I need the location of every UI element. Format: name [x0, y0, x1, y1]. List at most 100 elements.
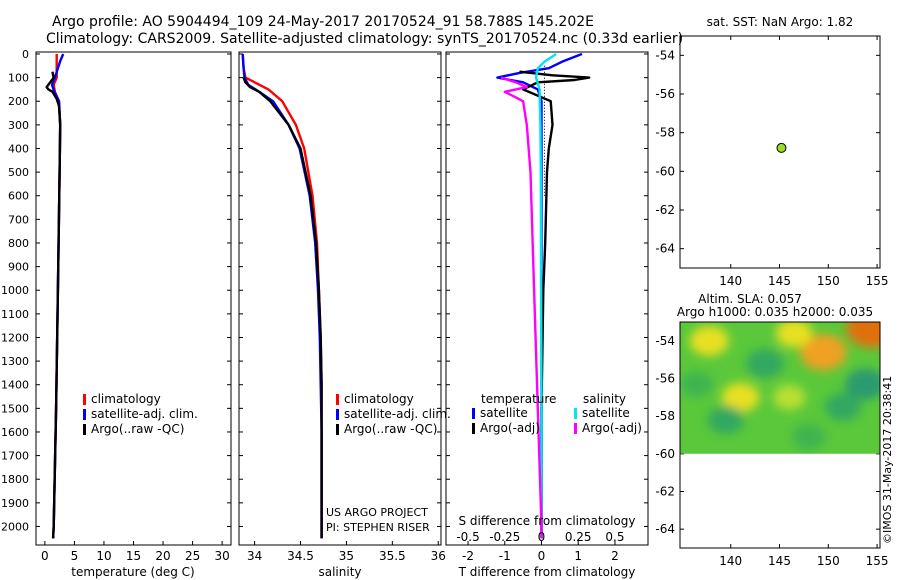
sla-field [680, 322, 880, 454]
sla-blob [707, 405, 745, 434]
legend-label: Argo(..raw -QC) [91, 422, 184, 436]
depth-tick-label: 1200 [1, 331, 29, 344]
sla-blob [800, 334, 847, 371]
top-x-tick-label: -0.5 [456, 530, 479, 544]
header-title-line2: Climatology: CARS2009. Satellite-adjuste… [46, 31, 683, 47]
x-tick-label: -1 [499, 549, 511, 563]
map-x-tick-label: 140 [719, 554, 742, 568]
difference-xlabel-top: S difference from climatology [459, 514, 636, 528]
x-tick-label: 35.5 [379, 549, 406, 563]
depth-tick-label: 600 [8, 190, 29, 203]
legend-swatch [336, 409, 339, 420]
depth-tick-label: 900 [8, 261, 29, 274]
x-tick-label: 34.5 [287, 549, 314, 563]
depth-tick-label: 700 [8, 213, 29, 226]
x-tick-label: -2 [462, 549, 474, 563]
temperature-xlabel: temperature (deg C) [71, 565, 194, 579]
x-tick-label: 5 [71, 549, 79, 563]
map-y-tick-label: -58 [655, 126, 675, 140]
imos-timestamp: ©IMOS 31-May-2017 20:38:41 [881, 376, 894, 544]
x-tick-label: 35 [339, 549, 354, 563]
series-line-2 [241, 53, 323, 539]
map-y-tick-label: -60 [655, 447, 675, 461]
sla-blob [680, 371, 714, 398]
map-y-tick-label: -54 [655, 334, 675, 348]
header-title-line1: Argo profile: AO 5904494_109 24-May-2017… [52, 14, 594, 30]
legend-label: Argo(..raw -QC) [344, 422, 437, 436]
map-y-tick-label: -64 [655, 522, 675, 536]
legend-label: Argo(-adj) [582, 421, 642, 435]
x-tick-label: 30 [214, 549, 229, 563]
sla-blob [845, 368, 880, 400]
sla-heatmap: 140 145 150 155 -54 -56 -58 -60 -62 -64 [655, 321, 889, 568]
depth-tick-label: 0 [22, 48, 29, 61]
argo-float-marker [776, 142, 787, 153]
map-y-tick-label: -54 [655, 48, 675, 62]
depth-tick-label: 1800 [1, 473, 29, 486]
depth-axis: 0 100 200 300 400 500 600 700 800 900 1000 1100 1200… [1, 48, 29, 533]
legend-swatch [336, 394, 339, 405]
legend-swatch [472, 408, 475, 419]
difference-axes-frame [445, 51, 649, 546]
legend-label: climatology [344, 392, 414, 406]
pi-credit: PI: STEPHEN RISER [326, 521, 430, 534]
legend-swatch [574, 408, 577, 419]
sst-location-map: 140 145 150 155 -54 -56 -58 -60 -62 -64 [655, 36, 889, 288]
series-line-2 [519, 70, 591, 539]
difference-plot: -2 -1 0 1 2 -0.5 -0.25 0 0.25 0.5 temperature salin… [446, 52, 648, 563]
depth-tick-label: 300 [8, 119, 29, 132]
map-x-tick-label: 150 [817, 554, 840, 568]
top-x-tick-label: -0.25 [489, 530, 520, 544]
x-tick-label: 25 [185, 549, 200, 563]
x-tick-label: 34 [247, 549, 262, 563]
sla-frame-overlay [679, 321, 881, 549]
depth-tick-label: 1900 [1, 497, 29, 510]
difference-xlabel: T difference from climatology [458, 565, 636, 579]
map-y-tick-label: -64 [655, 242, 675, 256]
map-x-tick-label: 155 [866, 274, 889, 288]
legend-swatch [83, 394, 86, 405]
x-tick-label: 2 [611, 549, 619, 563]
map-x-tick-label: 140 [719, 274, 742, 288]
x-tick-label: 1 [574, 549, 582, 563]
legend-swatch [574, 423, 577, 434]
sla-blobs [680, 322, 880, 450]
map-y-tick-label: -60 [655, 164, 675, 178]
map-y-tick-label: -62 [655, 203, 675, 217]
sla-blob [791, 423, 826, 450]
map-y-tick-label: -58 [655, 409, 675, 423]
salinity-xlabel: salinity [318, 565, 361, 579]
sla-blob [775, 322, 813, 348]
x-tick-label: 20 [155, 549, 170, 563]
sst-map-title: sat. SST: NaN Argo: 1.82 [707, 15, 854, 29]
legend-group-label: temperature [481, 392, 556, 406]
top-x-tick-label: 0 [538, 530, 546, 544]
depth-tick-label: 1700 [1, 450, 29, 463]
map-x-tick-label: 155 [866, 554, 889, 568]
legend-label: satellite-adj. clim. [344, 407, 451, 421]
x-tick-label: 10 [96, 549, 111, 563]
legend-label: satellite [480, 406, 528, 420]
top-x-tick-label: 0.5 [605, 530, 624, 544]
x-tick-label: 15 [126, 549, 141, 563]
series-line-4 [500, 76, 543, 539]
map-x-tick-label: 145 [768, 554, 791, 568]
depth-tick-label: 1300 [1, 355, 29, 368]
depth-tick-label: 100 [8, 72, 29, 85]
sla-map-title-line2: Argo h1000: 0.035 h2000: 0.035 [677, 305, 873, 319]
depth-tick-label: 800 [8, 237, 29, 250]
sla-blob [824, 392, 862, 421]
legend-swatch [472, 423, 475, 434]
map-x-tick-label: 150 [817, 274, 840, 288]
salinity-axes-frame [238, 51, 442, 546]
series-line-3 [45, 71, 62, 539]
legend-label: satellite [582, 406, 630, 420]
sla-blob [773, 384, 806, 410]
legend-group-label: salinity [583, 392, 626, 406]
salinity-plot: 34 34.5 35 35.5 36 climatologysatellite-adj. … [239, 53, 451, 563]
series-line-3 [534, 52, 557, 539]
depth-tick-label: 200 [8, 95, 29, 108]
legend-swatch [83, 424, 86, 435]
